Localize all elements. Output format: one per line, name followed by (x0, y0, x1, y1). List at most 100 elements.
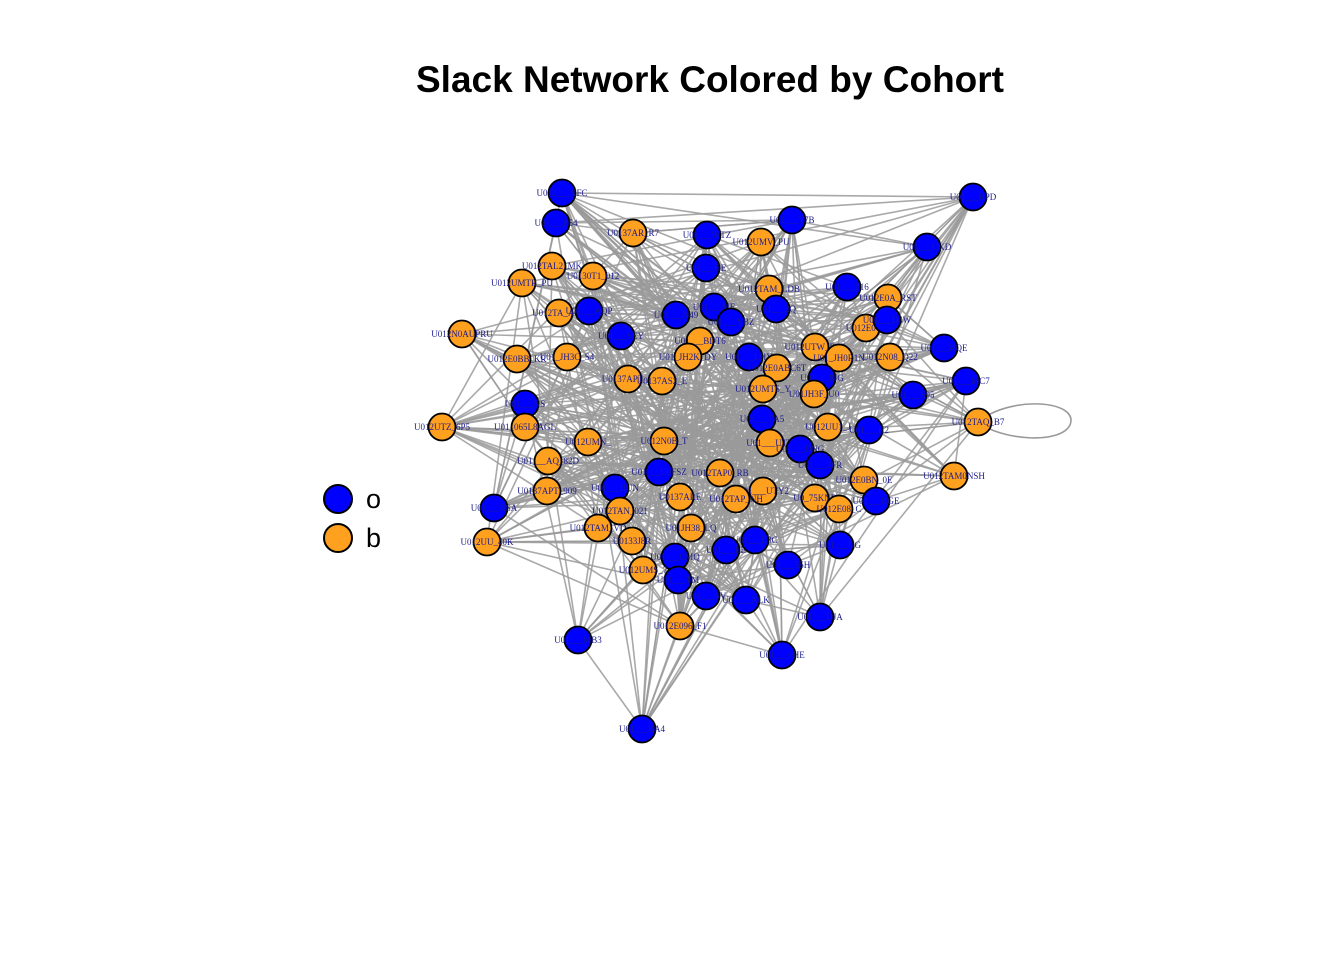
node-circle (613, 364, 643, 394)
edge (577, 471, 660, 641)
node-circle (605, 496, 635, 526)
node-label: U012TA_AQP (532, 308, 586, 318)
node-label: U012TAQ_B7 (952, 417, 1005, 427)
node-circle (875, 342, 905, 372)
node-circle (824, 343, 854, 373)
node-label: U01___RPD (950, 192, 997, 202)
node-circle (479, 493, 509, 523)
node-circle (939, 461, 969, 491)
edge (791, 219, 801, 450)
node-label: U01___TM (657, 575, 700, 585)
node-label: U0130T1_012 (567, 271, 620, 281)
node-label: U01___LHY (725, 352, 773, 362)
node-label: U012UMV_PU (732, 237, 790, 247)
node-label: U01___WTZ (683, 230, 732, 240)
node-circle (628, 555, 658, 585)
edge (679, 625, 783, 656)
node-b: U012E0BN_0E (836, 465, 893, 495)
node-label: U01___U0FSZ (631, 467, 687, 477)
node-b: U012UMS_7 (619, 555, 668, 585)
node-label: U01JH3F_U0 (789, 389, 840, 399)
node-circle (761, 294, 791, 324)
node-b: U0137ARE (659, 482, 702, 512)
legend-label-o: o (366, 484, 381, 514)
node-label: U012E0ABC6T (748, 363, 807, 373)
node-label: U012E0A_RST (859, 293, 917, 303)
node-circle (563, 625, 593, 655)
edge (486, 541, 681, 627)
node-circle (665, 482, 695, 512)
node-o: U01___T7B (770, 205, 815, 235)
node-circle (805, 450, 835, 480)
edge (546, 380, 663, 492)
node-o: U01___WTZ (683, 220, 732, 250)
edge (577, 335, 622, 641)
node-label: U012E07C (846, 323, 887, 333)
edge (705, 564, 789, 597)
node-label: U012E096_F1 (653, 621, 706, 631)
node-circle (716, 307, 746, 337)
node-label: U01___2FR (798, 460, 843, 470)
node-circle (958, 182, 988, 212)
node-label: U01___AQP (565, 306, 612, 316)
edge (577, 378, 629, 641)
edge (813, 393, 955, 477)
node-o: U01___2FR (798, 450, 843, 480)
node-circle (673, 342, 703, 372)
node-o: U01___MB3 (554, 625, 602, 655)
node-label: U01___8JG (800, 373, 844, 383)
edge (819, 380, 967, 466)
node-circle (854, 415, 884, 445)
node-label: U012UU_40K (461, 537, 514, 547)
node-circle (805, 602, 835, 632)
node-label: U0137ARE (659, 492, 702, 502)
node-b: U012UMTR_PU (491, 268, 553, 298)
node-circle (824, 494, 854, 524)
node-label: U01___D4W (863, 315, 912, 325)
node-label: U01_JH0R1N (813, 353, 865, 363)
edge (705, 267, 945, 349)
node-label: U01___CE (686, 263, 727, 273)
node-label: U01___DNG (776, 444, 825, 454)
edge (547, 347, 945, 462)
node-label: U01___DJA (797, 612, 843, 622)
self-loop-edge (977, 403, 1072, 439)
node-label: U012TAM0NSH (923, 471, 985, 481)
node-circle (762, 353, 792, 383)
node-label: U012___XFC (536, 188, 587, 198)
node-circle (748, 476, 778, 506)
node-circle (929, 333, 959, 363)
node-o: U01___CE (686, 253, 727, 283)
node-label: U01___YBZ (708, 317, 755, 327)
node-label: U01___P54 (534, 218, 578, 228)
node-b: U0137APT_909 (517, 476, 577, 506)
edge (675, 241, 762, 316)
edge (679, 429, 870, 498)
node-b: U0_75KNB (793, 483, 837, 513)
node-b: U01JH38_LQ (666, 513, 717, 543)
node-circle (663, 565, 693, 595)
edge (566, 356, 841, 546)
node-b: U0130T1_012 (567, 261, 620, 291)
node-circle (777, 205, 807, 235)
node-circle (861, 486, 891, 516)
node-o: U01___D4W (863, 305, 912, 335)
node-o: U01___S95 (891, 380, 935, 410)
node-o: U01___E3C (733, 525, 778, 555)
edge (486, 527, 599, 543)
node-o: U01___55H (766, 550, 811, 580)
node-label: U01_065L8AGL (494, 422, 556, 432)
edge (486, 314, 677, 543)
node-b: U01___UTY (746, 428, 794, 458)
node-circle (898, 380, 928, 410)
node-label: U01___BDT6 (674, 336, 726, 346)
edge (441, 335, 622, 428)
node-o: U01___U0FSZ (631, 457, 687, 487)
node-label: U01___H2 (849, 425, 889, 435)
node-circle (649, 426, 679, 456)
node-circle (647, 366, 677, 396)
node-b: U01___UTY2 (737, 476, 789, 506)
node-circle (547, 178, 577, 208)
